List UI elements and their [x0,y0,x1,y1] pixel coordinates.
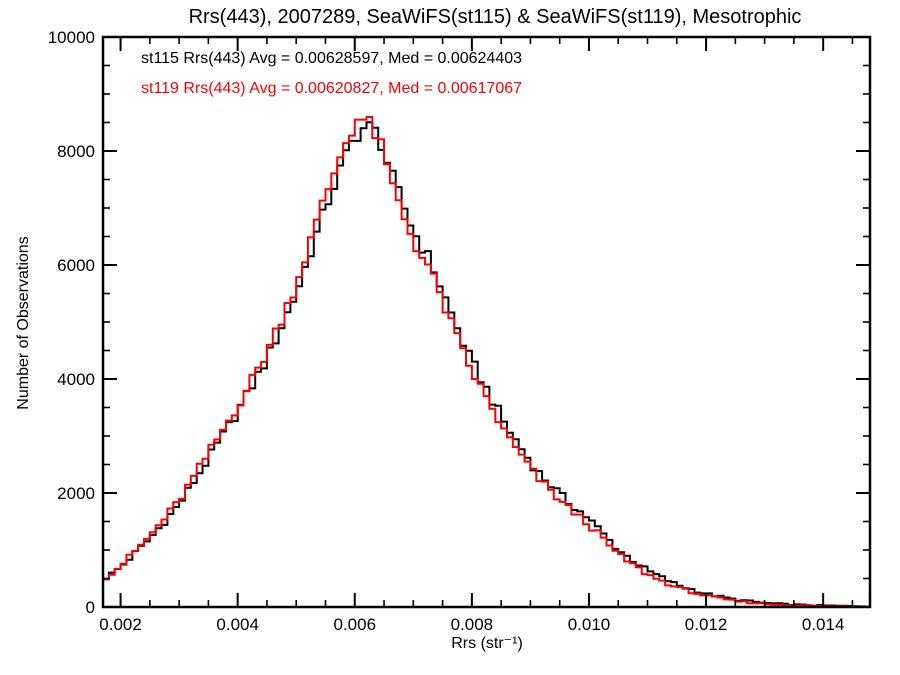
st119-histogram-line [103,116,870,607]
chart-title: Rrs(443), 2007289, SeaWiFS(st115) & SeaW… [188,6,802,28]
x-axis-label: Rrs (str⁻¹) [451,635,523,652]
x-tick-label: 0.004 [216,615,259,634]
legend-item-st115: st115 Rrs(443) Avg = 0.00628597, Med = 0… [141,50,523,67]
y-tick-label: 4000 [57,370,95,389]
y-tick-label: 2000 [57,484,95,503]
x-tick-label: 0.014 [802,615,845,634]
x-tick-label: 0.008 [451,615,494,634]
y-tick-label: 6000 [57,256,95,275]
legend-item-st119: st119 Rrs(443) Avg = 0.00620827, Med = 0… [141,80,523,97]
y-axis-label: Number of Observations [15,236,32,410]
x-tick-label: 0.010 [568,615,611,634]
st115-histogram-line [103,121,870,607]
x-tick-label: 0.006 [333,615,376,634]
x-tick-label: 0.002 [99,615,142,634]
y-tick-label: 0 [86,598,95,617]
y-tick-label: 8000 [57,142,95,161]
y-tick-label: 10000 [48,28,95,47]
x-tick-label: 0.012 [685,615,728,634]
plot-border [101,35,872,609]
